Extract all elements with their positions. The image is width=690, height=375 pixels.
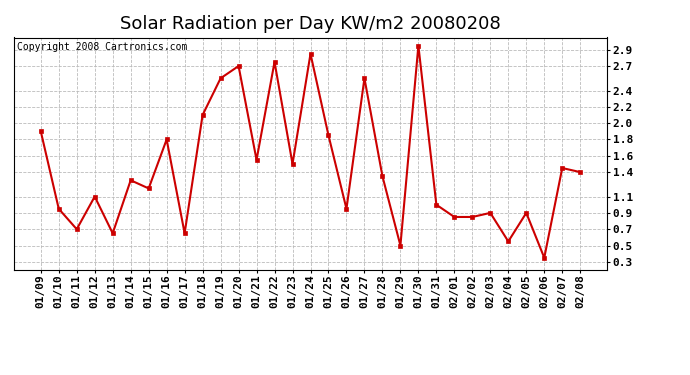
Title: Solar Radiation per Day KW/m2 20080208: Solar Radiation per Day KW/m2 20080208	[120, 15, 501, 33]
Text: Copyright 2008 Cartronics.com: Copyright 2008 Cartronics.com	[17, 42, 187, 52]
